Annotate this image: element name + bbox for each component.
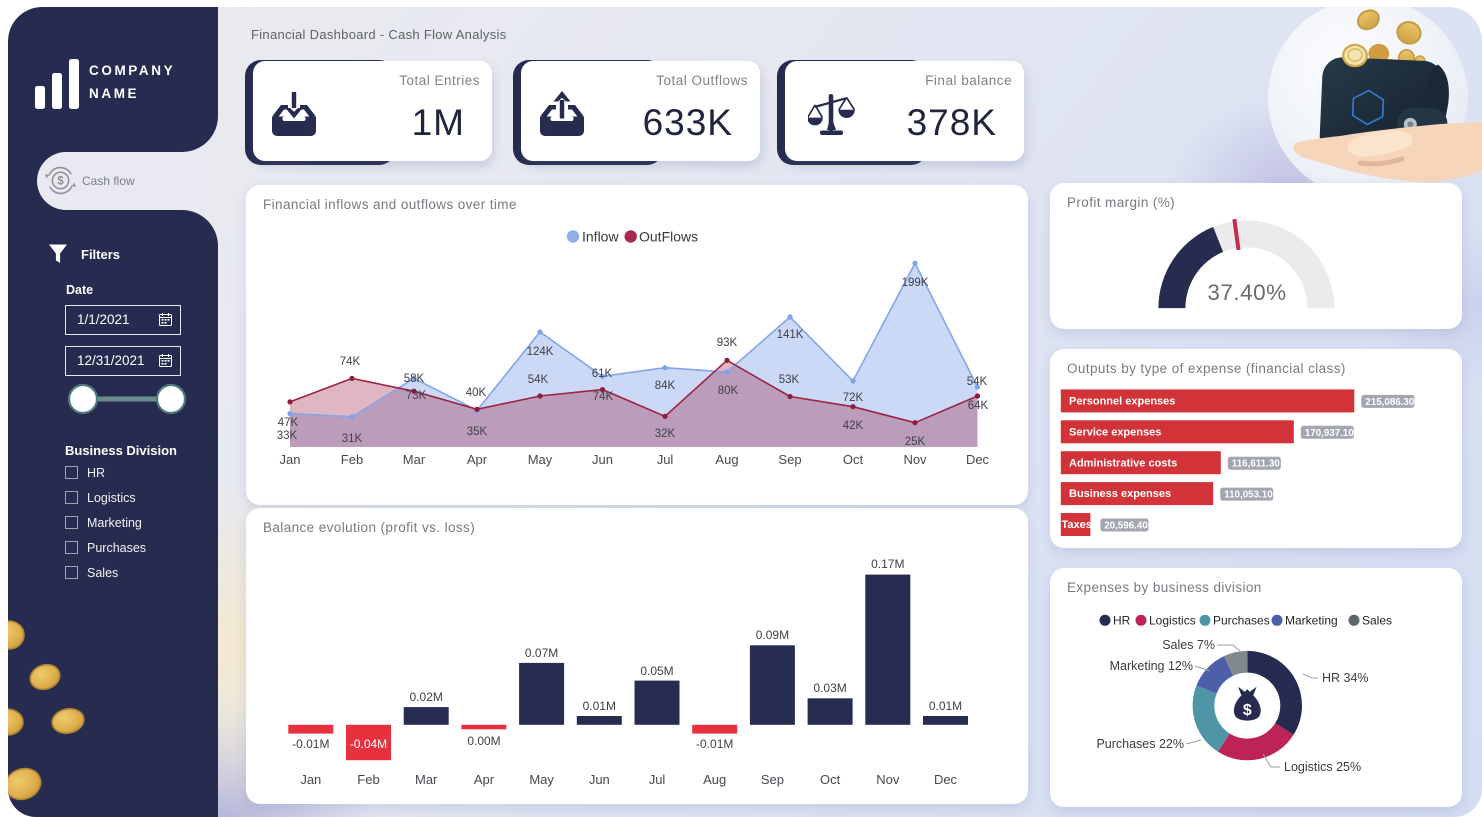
svg-text:72K: 72K — [843, 392, 864, 404]
svg-text:Jul: Jul — [657, 452, 674, 467]
svg-text:Purchases: Purchases — [1213, 614, 1270, 628]
svg-text:80K: 80K — [718, 385, 739, 397]
svg-text:Purchases 22%: Purchases 22% — [1096, 737, 1184, 751]
svg-text:Marketing: Marketing — [1285, 614, 1338, 628]
svg-text:141K: 141K — [777, 329, 804, 341]
svg-text:0.07M: 0.07M — [525, 646, 558, 660]
svg-text:Sales: Sales — [1362, 614, 1392, 628]
svg-text:Nov: Nov — [876, 772, 900, 787]
svg-text:Feb: Feb — [357, 772, 379, 787]
svg-text:215,086.30: 215,086.30 — [1365, 397, 1415, 408]
svg-text:84K: 84K — [655, 380, 676, 392]
svg-text:Service expenses: Service expenses — [1069, 426, 1161, 438]
svg-text:Jun: Jun — [592, 452, 613, 467]
svg-text:Dec: Dec — [966, 452, 990, 467]
svg-text:Logistics 25%: Logistics 25% — [1284, 760, 1361, 774]
svg-text:0.03M: 0.03M — [813, 681, 846, 695]
svg-text:110,053.10: 110,053.10 — [1224, 490, 1273, 501]
svg-text:0.17M: 0.17M — [871, 557, 904, 571]
svg-text:0.01M: 0.01M — [929, 699, 962, 713]
svg-text:Logistics: Logistics — [1149, 614, 1196, 628]
svg-text:Personnel expenses: Personnel expenses — [1069, 396, 1175, 408]
svg-text:47K: 47K — [278, 417, 299, 429]
svg-text:35K: 35K — [467, 426, 488, 438]
svg-text:199K: 199K — [902, 277, 929, 289]
svg-text:Administrative costs: Administrative costs — [1069, 457, 1177, 469]
svg-text:0.05M: 0.05M — [640, 664, 673, 678]
svg-text:-0.01M: -0.01M — [292, 737, 329, 751]
svg-text:May: May — [528, 452, 553, 467]
svg-text:Inflow: Inflow — [582, 229, 619, 245]
svg-text:OutFlows: OutFlows — [639, 229, 698, 245]
svg-text:Apr: Apr — [467, 452, 488, 467]
svg-text:Nov: Nov — [903, 452, 927, 467]
svg-text:31K: 31K — [342, 433, 363, 445]
svg-text:Aug: Aug — [703, 772, 726, 787]
svg-text:Jul: Jul — [649, 772, 666, 787]
svg-text:64K: 64K — [968, 400, 989, 412]
svg-text:170,937.10: 170,937.10 — [1305, 428, 1355, 439]
svg-text:20,596.40: 20,596.40 — [1104, 521, 1148, 532]
svg-text:$: $ — [1243, 702, 1252, 719]
svg-text:37.40%: 37.40% — [1207, 280, 1286, 305]
svg-text:HR: HR — [1113, 614, 1131, 628]
svg-text:Jun: Jun — [589, 772, 610, 787]
svg-text:Sep: Sep — [778, 452, 801, 467]
svg-text:Mar: Mar — [403, 452, 426, 467]
svg-text:HR 34%: HR 34% — [1322, 671, 1369, 685]
svg-text:73K: 73K — [406, 390, 427, 402]
svg-text:61K: 61K — [592, 368, 613, 380]
svg-text:116,611.30: 116,611.30 — [1232, 459, 1281, 470]
svg-text:$: $ — [57, 176, 64, 188]
svg-text:42K: 42K — [843, 420, 864, 432]
svg-text:0.02M: 0.02M — [410, 690, 443, 704]
svg-text:54K: 54K — [967, 376, 988, 388]
svg-text:Taxes: Taxes — [1062, 519, 1092, 531]
svg-text:Jan: Jan — [280, 452, 301, 467]
svg-text:74K: 74K — [340, 356, 361, 368]
svg-text:Business expenses: Business expenses — [1069, 488, 1171, 500]
svg-text:25K: 25K — [905, 436, 926, 448]
svg-text:May: May — [529, 772, 554, 787]
svg-text:33K: 33K — [277, 430, 298, 442]
svg-text:Apr: Apr — [474, 772, 495, 787]
svg-text:Jan: Jan — [300, 772, 321, 787]
svg-text:0.01M: 0.01M — [583, 699, 616, 713]
svg-text:Oct: Oct — [820, 772, 841, 787]
svg-text:0.09M: 0.09M — [756, 628, 789, 642]
svg-text:-0.04M: -0.04M — [350, 737, 387, 751]
svg-text:32K: 32K — [655, 428, 676, 440]
svg-text:Sales 7%: Sales 7% — [1162, 638, 1215, 652]
svg-text:124K: 124K — [527, 346, 554, 358]
svg-text:Oct: Oct — [843, 452, 864, 467]
svg-text:Dec: Dec — [934, 772, 958, 787]
svg-text:Sep: Sep — [761, 772, 784, 787]
svg-text:Aug: Aug — [715, 452, 738, 467]
svg-text:40K: 40K — [466, 387, 487, 399]
svg-text:54K: 54K — [528, 374, 549, 386]
svg-text:53K: 53K — [779, 374, 800, 386]
svg-text:-0.01M: -0.01M — [696, 737, 733, 751]
svg-text:Feb: Feb — [341, 452, 363, 467]
svg-text:Mar: Mar — [415, 772, 438, 787]
svg-text:58K: 58K — [404, 373, 425, 385]
svg-text:74K: 74K — [593, 391, 614, 403]
svg-text:93K: 93K — [717, 337, 738, 349]
svg-text:0.00M: 0.00M — [467, 734, 500, 748]
svg-text:Marketing 12%: Marketing 12% — [1110, 659, 1193, 673]
